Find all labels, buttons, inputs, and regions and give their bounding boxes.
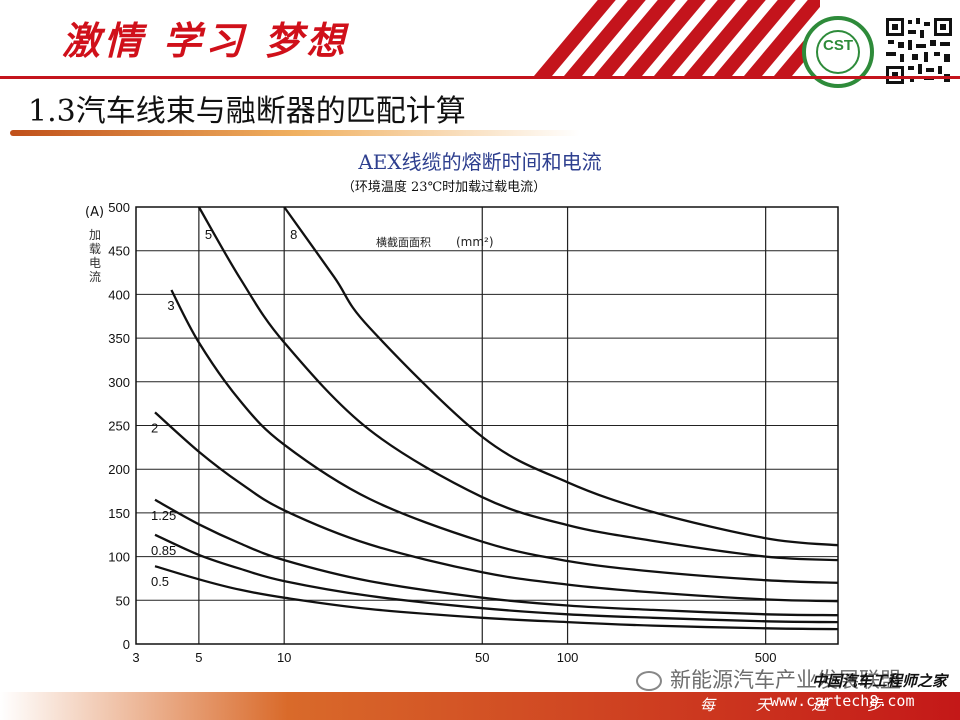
logo-text: CST <box>823 37 853 54</box>
series-label: 2 <box>151 420 158 435</box>
x-tick-label: 50 <box>475 650 489 665</box>
y-tick-label: 300 <box>108 375 130 390</box>
page-title: 1.3汽车线束与融断器的匹配计算 <box>28 94 466 129</box>
chart-title: AEX线缆的熔断时间和电流 <box>358 150 602 174</box>
y-tick-label: 200 <box>108 462 130 477</box>
y-tick-label: 350 <box>108 331 130 346</box>
series-label: 8 <box>290 227 297 242</box>
x-tick-label: 500 <box>755 650 777 665</box>
header-divider <box>0 76 960 79</box>
footer-bar <box>0 692 960 720</box>
wechat-watermark-text: 新能源汽车产业发展联盟 <box>670 668 901 692</box>
series-line-0_85 <box>154 533 839 624</box>
annotation-unit: (mm²) <box>456 235 494 249</box>
series-label: 0.5 <box>151 574 169 589</box>
series-line-5 <box>197 206 839 562</box>
series-label: 0.85 <box>151 543 176 558</box>
slogan: 激情 学习 梦想 <box>62 18 349 63</box>
qr-code <box>884 16 954 86</box>
url-watermark: www.cartech8.com <box>770 692 915 710</box>
y-tick-label: 500 <box>108 200 130 215</box>
y-tick-label: 0 <box>123 637 130 652</box>
y-unit: (A) <box>85 205 105 220</box>
y-tick-label: 50 <box>116 593 130 608</box>
y-tick-label: 450 <box>108 244 130 259</box>
chart-subtitle: （环境温度 23℃时加载过载电流） <box>341 180 547 195</box>
wechat-icon <box>636 671 662 691</box>
x-tick-label: 3 <box>132 650 139 665</box>
x-tick-label: 10 <box>277 650 291 665</box>
annotation-label: 横截面面积 <box>376 235 431 249</box>
plot-frame <box>135 206 839 645</box>
series-label: 5 <box>205 227 212 242</box>
series-line-2 <box>154 411 839 603</box>
site-watermark: 中国汽车工程师之家 <box>812 672 948 690</box>
wechat-watermark: 新能源汽车产业发展联盟 <box>636 664 901 694</box>
series-line-1_25 <box>154 498 839 617</box>
series-label: 1.25 <box>151 508 176 523</box>
title-underline <box>10 130 580 136</box>
y-tick-label: 250 <box>108 419 130 434</box>
series-line-0_5 <box>154 565 839 631</box>
y-tick-label: 150 <box>108 506 130 521</box>
y-tick-label: 100 <box>108 550 130 565</box>
footer-motto: 每 天 进 步 <box>700 696 901 714</box>
y-tick-label: 400 <box>108 287 130 302</box>
series-line-3 <box>170 289 839 584</box>
x-tick-label: 100 <box>557 650 579 665</box>
series-line-8 <box>283 206 839 547</box>
y-axis-label: 加载电流 <box>88 228 101 284</box>
series-label: 3 <box>167 298 174 313</box>
x-tick-label: 5 <box>195 650 202 665</box>
